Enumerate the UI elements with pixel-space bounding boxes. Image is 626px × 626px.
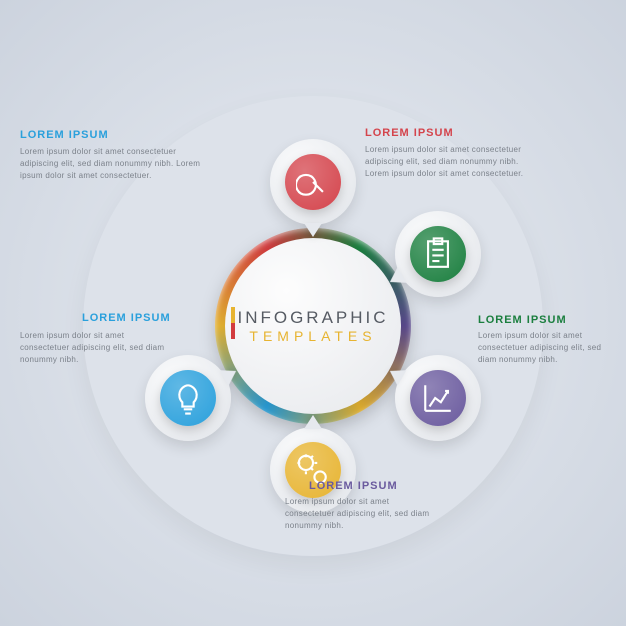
- extra-0-label: LOREM IPSUM: [20, 129, 109, 141]
- infographic-stage: INFOGRAPHIC TEMPLATES LOREM IPSUM Lorem i…: [0, 0, 626, 626]
- node-outer: [270, 139, 356, 225]
- node-chart-body: Lorem ipsum dolor sit amet consectetuer …: [285, 496, 435, 532]
- node-outer: [395, 211, 481, 297]
- node-outer: [145, 355, 231, 441]
- node-inner: [160, 370, 216, 426]
- node-inner: [285, 154, 341, 210]
- node-clipboard-body: Lorem ipsum dolor sit amet consectetuer …: [478, 330, 608, 366]
- center-core: INFOGRAPHIC TEMPLATES: [225, 238, 401, 414]
- node-bulb-body: Lorem ipsum dolor sit amet consectetuer …: [20, 330, 175, 366]
- magnifier-icon: [296, 165, 330, 199]
- chart-icon: [421, 381, 455, 415]
- extra-0-body: Lorem ipsum dolor sit amet consectetuer …: [20, 146, 210, 182]
- node-inner: [410, 370, 466, 426]
- bulb-icon: [171, 381, 205, 415]
- clipboard-icon: [421, 237, 455, 271]
- node-pointer: [304, 415, 322, 429]
- node-search: [270, 139, 356, 225]
- center-subtitle: TEMPLATES: [249, 328, 376, 344]
- node-search-label: LOREM IPSUM: [365, 127, 454, 139]
- accent-bar: [231, 307, 235, 339]
- node-bulb: [145, 355, 231, 441]
- node-clipboard: [395, 211, 481, 297]
- node-chart-label: LOREM IPSUM: [309, 480, 398, 492]
- node-pointer: [304, 223, 322, 237]
- node-outer: [395, 355, 481, 441]
- node-bulb-label: LOREM IPSUM: [82, 312, 171, 324]
- node-clipboard-label: LOREM IPSUM: [478, 314, 567, 326]
- node-chart: [395, 355, 481, 441]
- center-title: INFOGRAPHIC: [237, 308, 388, 328]
- node-inner: [410, 226, 466, 282]
- node-search-body: Lorem ipsum dolor sit amet consectetuer …: [365, 144, 545, 180]
